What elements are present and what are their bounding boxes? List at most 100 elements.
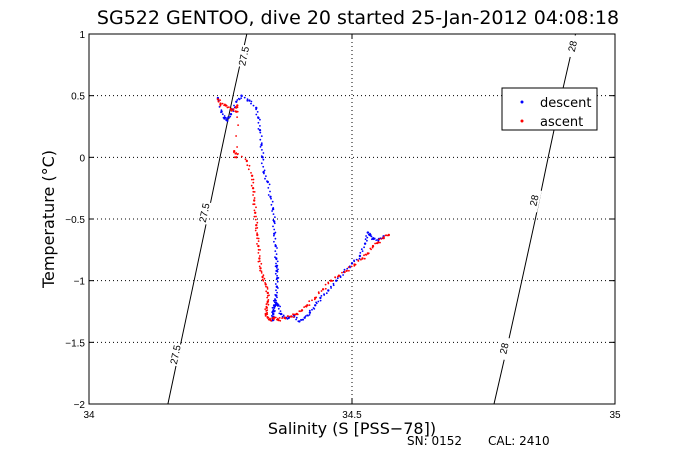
descent-point [260,135,263,138]
ascent-point [235,135,238,137]
ascent-point [315,296,318,299]
ascent-point [251,187,255,190]
ascent-point [265,285,267,288]
descent-point [274,237,277,240]
descent-point [229,115,232,118]
data-points [216,94,390,323]
ascent-point [253,215,256,218]
ascent-point [345,269,348,272]
descent-point [237,97,240,100]
descent-point [273,220,276,223]
descent-point [257,121,260,124]
ascent-point [324,283,327,286]
isopycnal-label: 27.5 [169,344,184,366]
ascent-point [383,237,385,240]
ascent-point [223,104,226,107]
ascent-point [331,280,334,282]
x-tick-label: 34 [83,410,95,421]
ascent-point [267,318,270,321]
ascent-point [236,106,239,109]
ascent-point [264,312,267,316]
legend-label-ascent: ascent [540,115,583,130]
descent-point [265,175,267,178]
isopycnal-label: 28 [567,39,580,53]
descent-point [355,258,358,261]
descent-point [317,300,320,303]
ascent-point [304,305,307,308]
descent-point [271,311,273,313]
descent-point [275,278,278,281]
descent-point [275,304,278,306]
ascent-point [253,199,256,202]
descent-point [274,265,277,268]
ascent-point [264,283,267,286]
ascent-point [237,153,239,155]
ascent-point [264,308,267,310]
descent-point [336,277,339,280]
descent-point [315,301,317,304]
ascent-point [236,116,239,118]
ascent-point [350,265,353,268]
legend-box [501,87,598,131]
descent-point [332,284,335,287]
ascent-point [262,274,265,277]
descent-point [223,115,226,117]
ascent-point [378,238,381,241]
descent-point [279,310,282,312]
descent-point [263,169,266,172]
descent-point [259,118,261,121]
ascent-point [363,254,365,257]
descent-point [304,315,307,317]
descent-point [335,279,338,282]
ascent-point [367,252,370,255]
ascent-point [298,310,301,312]
x-tick-label: 35 [609,410,621,421]
ascent-point [334,276,336,278]
ascent-point [375,242,378,245]
ascent-point [296,313,299,316]
ascent-point [253,197,256,199]
descent-point [350,262,354,265]
ascent-point [255,215,257,218]
ascent-point [348,269,350,272]
ascent-point [252,194,255,196]
isopycnal-label: 27.5 [237,45,252,67]
descent-point [314,304,317,307]
ascent-point [254,218,257,221]
ascent-point [259,267,262,270]
isopycnal-label: 28 [528,194,541,208]
ascent-point [329,279,333,282]
ascent-point [257,240,260,243]
descent-point [330,287,332,289]
descent-point [271,312,275,316]
ascent-point [260,272,263,274]
descent-point [276,247,278,249]
ascent-point [369,247,372,250]
ascent-point [216,98,220,101]
descent-point [256,111,259,113]
descent-point [229,113,233,116]
y-axis-label: Temperature (°C) [39,150,58,289]
ascent-point [235,152,238,154]
descent-point [235,100,238,104]
descent-point [366,236,369,239]
ascent-point [260,270,263,273]
ascent-point [266,296,269,299]
descent-point [303,316,306,319]
descent-point [293,314,296,317]
ascent-point [270,319,273,322]
descent-point [358,257,361,260]
isopycnal-label: 27.5 [198,202,213,224]
y-tick-label: 1 [79,30,85,41]
descent-point [266,180,269,184]
ascent-point [357,259,360,262]
descent-point [274,272,277,275]
ascent-point [240,155,243,158]
descent-point [257,116,260,120]
ascent-point [244,158,247,161]
x-axis-label: Salinity (S [PSS−78]) [268,419,436,438]
ascent-point [258,257,261,260]
descent-point [280,313,283,315]
descent-point [375,239,378,242]
descent-point [240,97,243,99]
